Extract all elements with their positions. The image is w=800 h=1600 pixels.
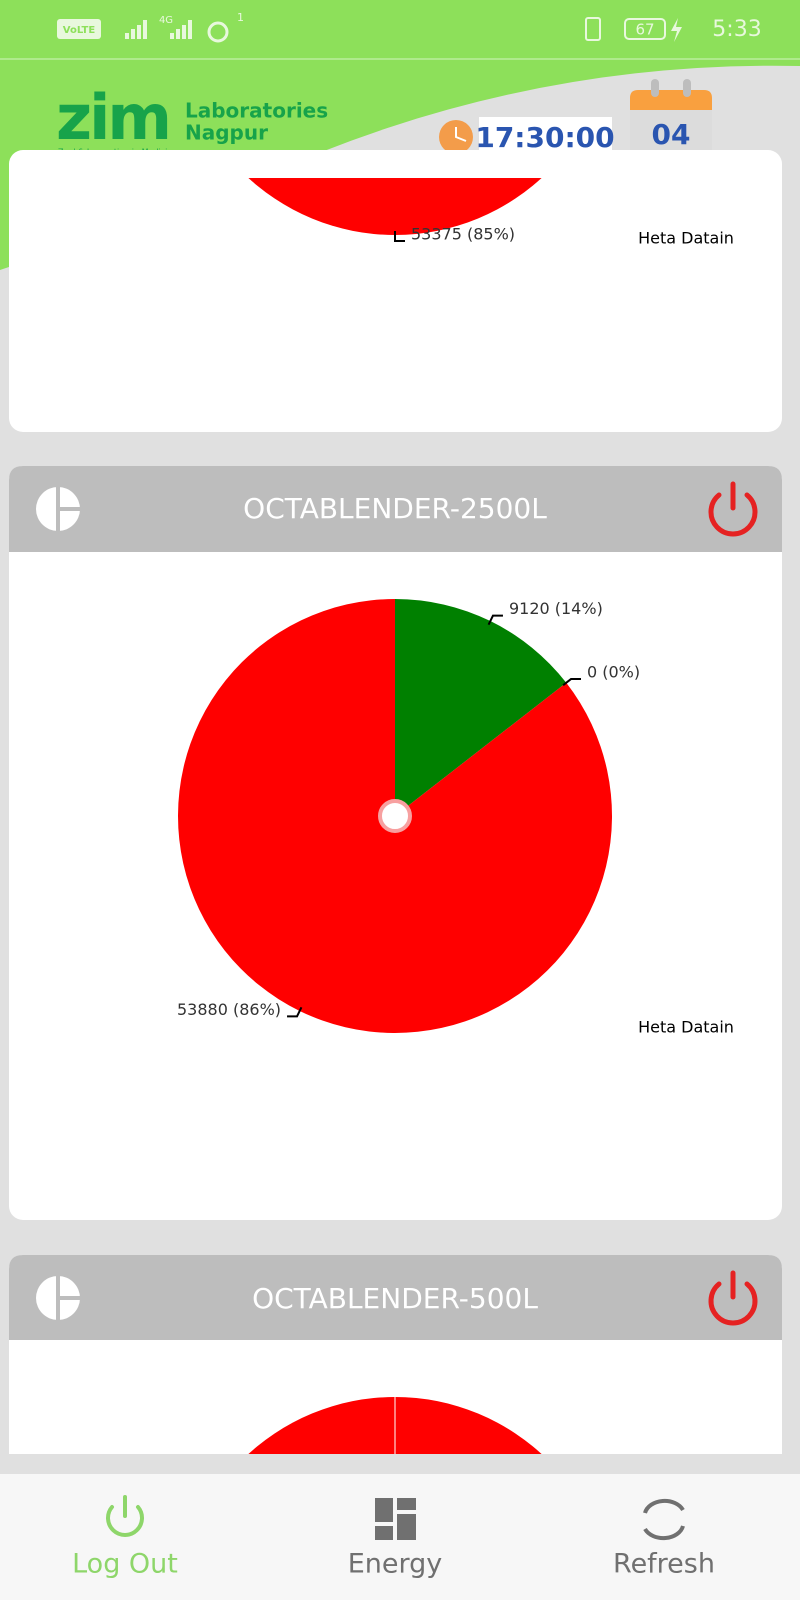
card	[9, 150, 782, 432]
card-title: OCTABLENDER-500L	[252, 1282, 538, 1315]
company-city: Nagpur	[185, 121, 268, 145]
value-label: 9120 (14%)	[509, 599, 603, 618]
battery-level: 67	[635, 21, 654, 39]
pie-chart: 53375 (85%)	[178, 178, 612, 244]
value-label: 53880 (86%)	[177, 1000, 281, 1019]
energy-icon	[375, 1498, 416, 1540]
label-leader	[487, 614, 503, 626]
volte: VoLTE	[63, 25, 96, 36]
logo: zim	[56, 81, 169, 154]
card-header	[9, 1255, 782, 1340]
chart-legend: Heta Datain	[638, 1018, 734, 1037]
label-leader	[287, 1006, 303, 1018]
volte-badge	[57, 19, 101, 39]
refresh-icon	[643, 1498, 685, 1541]
chart-legend: Heta Datain	[638, 229, 734, 248]
hotspot-count: 1	[237, 11, 244, 24]
clock-time: 17:30:00	[475, 121, 614, 154]
sim: 2	[95, 24, 102, 37]
nav-item[interactable]: Refresh	[613, 1549, 715, 1580]
nav-icons: Log Out Energy Refresh	[72, 1495, 715, 1580]
calendar-ring	[651, 79, 659, 97]
pie-chart: 9120 (14%) 0 (0%) 53880 (86%)	[177, 599, 640, 1033]
clock-hands	[455, 127, 467, 142]
logout-icon	[106, 1505, 144, 1537]
value-label: 0 (0%)	[587, 663, 640, 682]
card-title: OCTABLENDER-2500L	[243, 492, 547, 525]
calendar-ring	[683, 79, 691, 97]
nav-item[interactable]: Energy	[348, 1549, 443, 1580]
card-header	[9, 466, 782, 552]
label-leader	[394, 231, 405, 242]
header-wave	[0, 59, 800, 270]
pie-chart-partial	[248, 1397, 542, 1454]
nav-item[interactable]: Log Out	[72, 1549, 178, 1580]
scroll-gap	[0, 1454, 800, 1474]
pie-center	[378, 799, 412, 833]
signal-icon	[125, 20, 192, 39]
clock-status: 5:33	[712, 17, 761, 42]
calendar-date: 04	[652, 118, 691, 151]
label-leader	[562, 678, 581, 686]
value-label: 53375 (85%)	[411, 225, 515, 244]
network-type: 4G	[159, 15, 173, 26]
chart-icon[interactable]	[36, 487, 80, 531]
vibrate-icon	[585, 17, 601, 41]
charging-icon	[671, 18, 682, 42]
power-button[interactable]	[708, 1270, 758, 1326]
company-name: Laboratories	[185, 99, 328, 123]
pie-slice	[395, 599, 567, 816]
chart-icon[interactable]	[36, 1276, 80, 1320]
calendar-top	[630, 90, 712, 110]
power-button[interactable]	[708, 481, 758, 537]
battery-icon	[624, 18, 666, 40]
hotspot-icon	[207, 21, 229, 43]
